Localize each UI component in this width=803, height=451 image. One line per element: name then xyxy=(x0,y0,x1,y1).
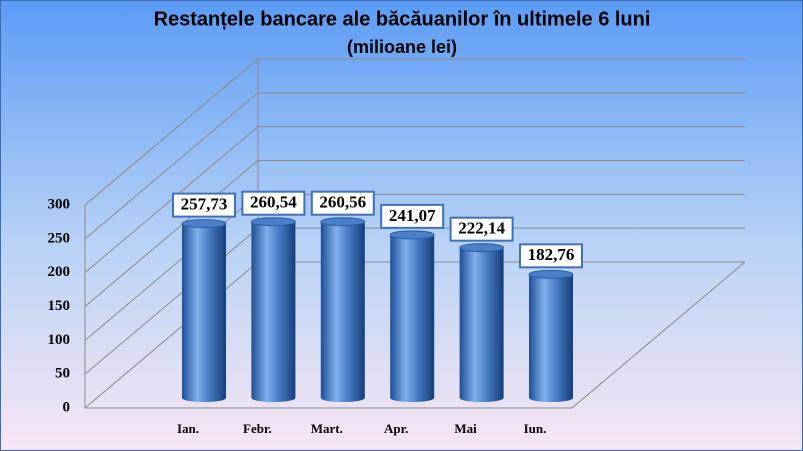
x-tick-label: Mai xyxy=(454,421,477,436)
grid-line xyxy=(84,193,259,341)
bar-top xyxy=(389,230,435,240)
grid-line xyxy=(84,261,259,409)
value-label: 260,56 xyxy=(319,193,366,212)
chart-title: Restanțele bancare ale băcăuanilor în ul… xyxy=(154,8,651,30)
grid-line xyxy=(84,160,259,307)
x-tick-label: Iun. xyxy=(524,421,547,436)
bar-top xyxy=(528,269,574,279)
bar xyxy=(390,234,435,402)
y-tick-label: 150 xyxy=(48,298,71,314)
value-label-box xyxy=(310,190,375,216)
y-tick-label: 100 xyxy=(48,332,71,348)
x-tick-label: Apr. xyxy=(384,421,408,436)
value-label-box xyxy=(449,216,514,242)
y-tick-label: 300 xyxy=(48,196,71,212)
bar xyxy=(529,274,573,402)
y-tick-label: 0 xyxy=(63,399,71,415)
value-label: 241,07 xyxy=(389,206,436,225)
grid-line xyxy=(84,92,259,240)
value-label-box xyxy=(172,192,236,218)
y-tick-label: 200 xyxy=(48,264,71,280)
bar-top xyxy=(459,243,505,253)
x-tick-label: Ian. xyxy=(177,421,199,436)
y-tick-label: 250 xyxy=(48,230,71,246)
bar-top xyxy=(181,219,227,229)
value-label-box xyxy=(241,190,306,216)
y-tick-label: 50 xyxy=(55,366,70,382)
bar xyxy=(320,221,365,402)
bar-top xyxy=(320,217,366,227)
chart-subtitle: (milioane lei) xyxy=(347,37,457,57)
value-label-box xyxy=(380,203,445,229)
value-label: 182,76 xyxy=(528,245,575,264)
bar-top xyxy=(250,217,296,227)
grid-line xyxy=(84,227,259,375)
bar xyxy=(459,247,504,402)
value-label: 222,14 xyxy=(458,219,505,238)
x-tick-label: Febr. xyxy=(243,421,272,436)
grid-line xyxy=(84,126,259,274)
value-label: 260,54 xyxy=(250,193,297,212)
value-label-box xyxy=(519,243,583,269)
bar xyxy=(251,221,296,402)
bar xyxy=(182,223,226,402)
x-tick-label: Mart. xyxy=(311,421,343,436)
value-label: 257,73 xyxy=(181,195,228,214)
grid-line xyxy=(84,58,259,206)
